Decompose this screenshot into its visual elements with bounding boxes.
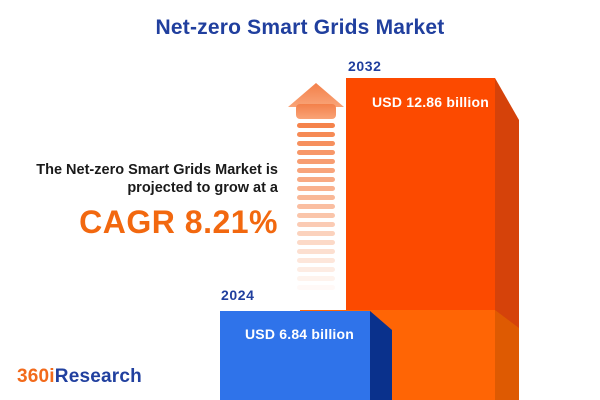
page-title: Net-zero Smart Grids Market	[155, 16, 445, 39]
year-label-2032: 2032	[348, 58, 382, 74]
bar-value-2024: USD 6.84 billion	[245, 326, 354, 342]
description-line-1: The Net-zero Smart Grids Market is	[36, 162, 278, 178]
bar-2024-front	[220, 311, 370, 400]
bar-2024-side	[370, 311, 392, 400]
bar-2032-base-side	[495, 310, 519, 400]
description-line-2: projected to grow at a	[127, 180, 278, 196]
arrow-shaft	[297, 123, 335, 290]
brand-logo-suffix: Research	[54, 366, 142, 387]
brand-logo: 360iResearch	[17, 366, 142, 388]
description-block: The Net-zero Smart Grids Market is proje…	[0, 161, 278, 241]
arrow-head	[288, 83, 344, 107]
brand-logo-prefix: 360i	[17, 366, 55, 387]
year-label-2024: 2024	[221, 287, 255, 303]
growth-arrow-icon	[288, 83, 344, 290]
bar-value-2032: USD 12.86 billion	[372, 94, 489, 110]
arrow-neck	[296, 104, 336, 119]
cagr-value: CAGR 8.21%	[79, 204, 278, 240]
